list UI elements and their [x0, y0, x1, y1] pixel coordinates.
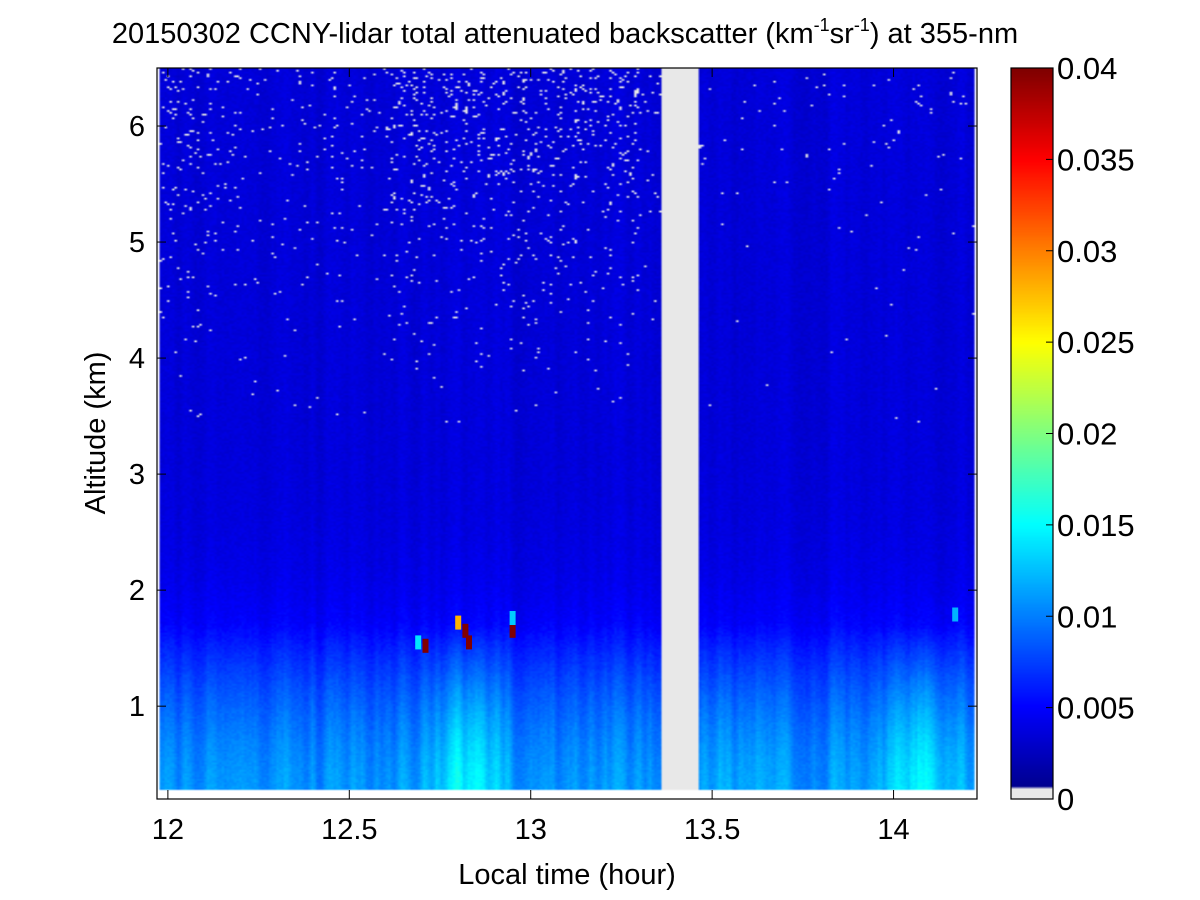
x-axis-label: Local time (hour)	[458, 859, 676, 891]
colorbar-tick-label: 0.025	[1057, 325, 1135, 360]
x-tick-label: 12.5	[321, 814, 377, 846]
cloud-feature-5	[509, 623, 516, 638]
title-prefix: 20150302 CCNY-lidar total attenuated bac…	[112, 18, 814, 50]
y-tick-label: 6	[129, 111, 145, 143]
y-axis-label: Altitude (km)	[80, 352, 112, 515]
colorbar-tick-label: 0.04	[1057, 51, 1117, 86]
y-tick-label: 3	[129, 459, 145, 491]
y-tick-label: 1	[129, 691, 145, 723]
cloud-feature-7	[952, 607, 959, 622]
title-sup1: -1	[814, 15, 830, 35]
x-axis-ticks: 12 12.5 13 13.5 14	[152, 68, 910, 846]
x-tick-label: 13.5	[684, 814, 740, 846]
title-mid: sr	[830, 18, 855, 50]
colorbar-ticks: 0 0.005 0.01 0.015 0.02 0.025 0.03 0.035 0.04	[1046, 51, 1135, 817]
y-axis-ticks: 1 2 3 4 5 6	[129, 111, 977, 723]
backscatter-heatmap	[157, 68, 977, 799]
cloud-feature-1	[422, 638, 429, 653]
plot-frame	[156, 67, 978, 800]
colorbar: 0 0.005 0.01 0.015 0.02 0.025 0.03 0.035 0.04	[1010, 51, 1135, 817]
colorbar-tick-label: 0.02	[1057, 417, 1117, 452]
chart-title: 20150302 CCNY-lidar total attenuated bac…	[112, 15, 1018, 50]
title-sup2: -1	[854, 15, 870, 35]
cloud-feature-0	[415, 635, 422, 650]
cloud-feature-4	[466, 635, 472, 650]
colorbar-tick-label: 0.01	[1057, 599, 1117, 634]
y-tick-label: 2	[129, 575, 145, 607]
colorbar-tick-label: 0.03	[1057, 234, 1117, 269]
y-tick-label: 5	[129, 227, 145, 259]
x-tick-label: 12	[152, 814, 184, 846]
y-tick-label: 4	[129, 343, 145, 375]
cloud-feature-3	[462, 623, 469, 638]
title-suffix: ) at 355-nm	[870, 18, 1018, 50]
colorbar-tick-label: 0	[1057, 782, 1074, 817]
plot-overlay	[415, 607, 959, 653]
cloud-feature-2	[455, 615, 462, 630]
plot-area	[156, 67, 978, 800]
x-tick-label: 13	[515, 814, 547, 846]
cloud-feature-6	[509, 611, 516, 625]
colorbar-tick-label: 0.015	[1057, 508, 1135, 543]
colorbar-tick-label: 0.035	[1057, 142, 1135, 177]
colorbar-tick-label: 0.005	[1057, 691, 1135, 726]
x-tick-label: 14	[877, 814, 909, 846]
